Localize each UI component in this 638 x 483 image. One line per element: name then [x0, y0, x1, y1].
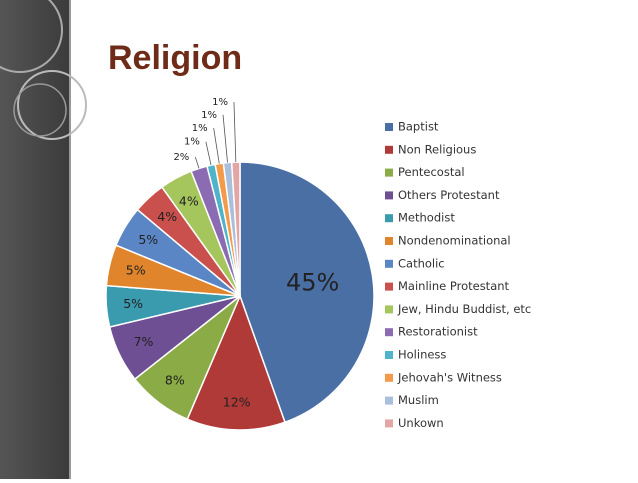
decor-circle	[13, 83, 67, 137]
legend-label: Muslim	[398, 393, 439, 407]
leader-line	[233, 102, 237, 163]
side-strip	[0, 0, 70, 479]
legend-swatch	[385, 373, 393, 382]
value-label: 12%	[223, 395, 251, 410]
legend-label: Jehovah's Witness	[397, 370, 502, 384]
legend-label: Non Religious	[398, 142, 476, 156]
value-label: 5%	[126, 263, 146, 278]
decor-circle	[17, 70, 87, 140]
legend-swatch	[385, 351, 393, 359]
value-label: 45%	[286, 268, 339, 296]
leader-line	[222, 114, 228, 163]
legend-label: Nondenominational	[398, 234, 511, 248]
decor-circle	[0, 0, 63, 73]
legend-swatch	[385, 282, 393, 291]
legend-label: Catholic	[398, 256, 445, 270]
value-label: 5%	[123, 296, 143, 311]
legend: Baptist Non Religious Pentecostal Others Pr…	[385, 120, 531, 430]
value-label: 1%	[184, 137, 200, 148]
leader-line	[213, 127, 220, 164]
value-label: 1%	[192, 123, 208, 134]
legend-swatch	[385, 419, 393, 428]
legend-swatch	[385, 259, 393, 268]
pie-slice	[239, 161, 375, 424]
pie-slice	[186, 293, 286, 431]
value-label: 5%	[138, 232, 158, 247]
legend-swatch	[385, 191, 393, 200]
legend-label: Methodist	[398, 211, 455, 225]
legend-label: Pentecostal	[398, 165, 465, 179]
legend-label: Unkown	[398, 416, 444, 430]
value-label: 7%	[134, 334, 154, 349]
legend-label: Restorationist	[398, 325, 478, 339]
legend-label: Others Protestant	[398, 188, 500, 202]
pie: 45% 12% 8% 7% 5% 5% 5% 4%4% 2% 1% 1% 1% 1%	[105, 97, 375, 431]
legend-label: Jew, Hindu Buddist, etc	[397, 302, 531, 316]
value-label: 4%	[179, 193, 199, 208]
leader-line	[194, 156, 200, 169]
legend-swatch	[385, 214, 393, 223]
value-label: 1%	[201, 110, 217, 121]
legend-swatch	[385, 396, 393, 405]
legend-label: Baptist	[398, 120, 439, 134]
legend-label: Mainline Protestant	[398, 279, 510, 293]
legend-swatch	[385, 123, 393, 131]
value-label: 1%	[212, 97, 228, 108]
leader-line	[205, 141, 212, 166]
legend-label: Holiness	[398, 348, 446, 362]
legend-swatch	[385, 305, 393, 314]
chart-title: Religion	[108, 39, 242, 77]
legend-swatch	[385, 145, 393, 154]
legend-swatch	[385, 237, 393, 245]
value-label: 2%	[173, 152, 189, 163]
value-label: 8%	[165, 373, 185, 388]
value-label: 4%	[157, 209, 177, 224]
legend-swatch	[385, 328, 393, 337]
legend-swatch	[385, 168, 393, 177]
